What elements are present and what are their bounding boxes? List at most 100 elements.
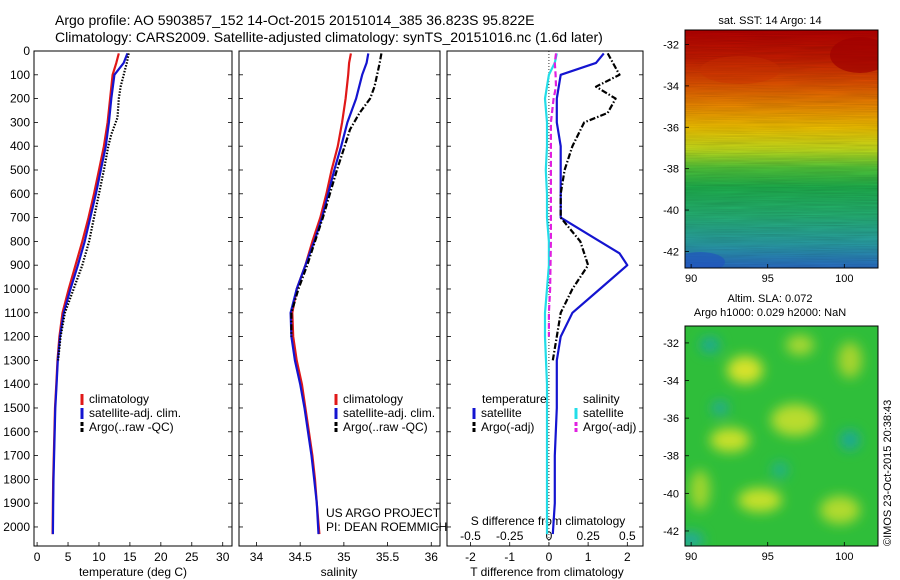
map-y-tick-label: -42 bbox=[663, 526, 679, 538]
depth-tick-label: 1700 bbox=[3, 449, 30, 463]
x-tick-label: 10 bbox=[92, 550, 106, 564]
x-tick-label: 0 bbox=[546, 550, 553, 564]
header-line-2: Climatology: CARS2009. Satellite-adjuste… bbox=[55, 29, 603, 45]
difference-s-ticks: -0.5 -0.25 0 0.25 0.5 bbox=[460, 529, 636, 543]
map-x-tick-label: 90 bbox=[685, 551, 697, 563]
difference-xlabel: T difference from climatology bbox=[470, 565, 624, 579]
sst-frame bbox=[684, 29, 879, 269]
legend-salinity-title: salinity bbox=[583, 392, 620, 406]
temperature-legend: climatology satellite-adj. clim. Argo(..… bbox=[80, 392, 181, 434]
map-x-tick-label: 100 bbox=[835, 551, 853, 563]
difference-series bbox=[543, 52, 629, 535]
series-line bbox=[57, 53, 130, 361]
x2-tick-label: 0.25 bbox=[576, 529, 600, 543]
legend-satellite: satellite-adj. clim. bbox=[89, 406, 181, 420]
x-tick-label: 5 bbox=[65, 550, 72, 564]
sst-title: sat. SST: 14 Argo: 14 bbox=[718, 15, 821, 27]
map-y-tick-label: -34 bbox=[663, 376, 679, 388]
depth-tick-label: 1000 bbox=[3, 282, 30, 296]
map-y-tick-label: -36 bbox=[663, 413, 679, 425]
temperature-x-ticks: 0 5 10 15 20 25 30 bbox=[34, 550, 230, 564]
map-y-tick-label: -42 bbox=[663, 246, 679, 258]
x-tick-label: 34.5 bbox=[288, 550, 312, 564]
depth-tick-label: 0 bbox=[23, 44, 30, 58]
difference-legend: temperature salinity satellite Argo(-adj… bbox=[472, 392, 636, 434]
legend-t-argo: Argo(-adj) bbox=[481, 420, 534, 434]
pi-annotation: PI: DEAN ROEMMICH bbox=[326, 520, 447, 534]
x-tick-label: 35 bbox=[337, 550, 351, 564]
depth-tick-label: 2000 bbox=[3, 520, 30, 534]
x-tick-label: 30 bbox=[216, 550, 230, 564]
sst-axis: -32 -34 -36 -38 -40 -42 90 95 100 bbox=[663, 39, 853, 285]
header-line-1: Argo profile: AO 5903857_152 14-Oct-2015… bbox=[55, 12, 535, 28]
project-annotation: US ARGO PROJECT bbox=[326, 506, 441, 520]
sla-frame bbox=[684, 325, 879, 547]
sst-map bbox=[685, 30, 878, 268]
series-line bbox=[551, 52, 629, 535]
x2-tick-label: -0.5 bbox=[460, 529, 481, 543]
legend-t-satellite: satellite bbox=[481, 406, 522, 420]
depth-tick-label: 100 bbox=[10, 68, 30, 82]
series-line bbox=[543, 53, 558, 535]
difference-x-ticks: -2 -1 0 1 2 bbox=[465, 550, 631, 564]
map-y-tick-label: -32 bbox=[663, 39, 679, 51]
x2-tick-label: 0 bbox=[546, 529, 553, 543]
map-y-tick-label: -36 bbox=[663, 122, 679, 134]
x-tick-label: 20 bbox=[154, 550, 168, 564]
legend-argo: Argo(..raw -QC) bbox=[89, 420, 174, 434]
depth-tick-label: 400 bbox=[10, 139, 30, 153]
legend-s-argo: Argo(-adj) bbox=[583, 420, 636, 434]
sla-title-2: Argo h1000: 0.029 h2000: NaN bbox=[694, 307, 846, 319]
legend-climatology: climatology bbox=[89, 392, 149, 406]
map-x-tick-label: 90 bbox=[685, 273, 697, 285]
salinity-xlabel: salinity bbox=[321, 565, 358, 579]
x-tick-label: 1 bbox=[585, 550, 592, 564]
depth-tick-label: 1800 bbox=[3, 472, 30, 486]
x-tick-label: 2 bbox=[624, 550, 631, 564]
x-tick-label: 15 bbox=[123, 550, 137, 564]
map-x-tick-label: 95 bbox=[762, 273, 774, 285]
depth-tick-label: 600 bbox=[10, 187, 30, 201]
legend-argo: Argo(..raw -QC) bbox=[343, 420, 428, 434]
depth-tick-label: 1500 bbox=[3, 401, 30, 415]
depth-tick-label: 1900 bbox=[3, 496, 30, 510]
map-y-tick-label: -34 bbox=[663, 81, 679, 93]
depth-tick-label: 1600 bbox=[3, 425, 30, 439]
tick-marks bbox=[34, 50, 643, 546]
difference-panel bbox=[446, 50, 644, 547]
x-tick-label: 0 bbox=[34, 550, 41, 564]
series-line bbox=[547, 53, 558, 337]
map-y-tick-label: -38 bbox=[663, 451, 679, 463]
x2-tick-label: 0.5 bbox=[619, 529, 636, 543]
depth-tick-label: 1400 bbox=[3, 377, 30, 391]
imos-credit: ©IMOS 23-Oct-2015 20:38:43 bbox=[882, 400, 894, 546]
depth-tick-label: 1100 bbox=[4, 306, 30, 320]
x-tick-label: 34 bbox=[250, 550, 264, 564]
series-line bbox=[290, 53, 383, 337]
x-tick-label: 25 bbox=[185, 550, 199, 564]
salinity-series bbox=[289, 53, 383, 535]
series-line bbox=[51, 53, 129, 535]
temperature-xlabel: temperature (deg C) bbox=[79, 565, 187, 579]
map-y-tick-label: -32 bbox=[663, 338, 679, 350]
x-tick-label: 36 bbox=[425, 550, 439, 564]
depth-tick-label: 800 bbox=[10, 234, 30, 248]
x2-tick-label: -0.25 bbox=[496, 529, 524, 543]
salinity-x-ticks: 34 34.5 35 35.5 36 bbox=[250, 550, 438, 564]
map-y-tick-label: -40 bbox=[663, 488, 679, 500]
map-x-tick-label: 95 bbox=[762, 551, 774, 563]
depth-tick-label: 1300 bbox=[3, 353, 30, 367]
sla-title-1: Altim. SLA: 0.072 bbox=[728, 293, 813, 305]
temperature-panel bbox=[33, 50, 233, 547]
depth-axis: 0 100 200 300 400 500 600 700 800 900 1000 1100 1200… bbox=[3, 44, 30, 534]
map-y-tick-label: -40 bbox=[663, 205, 679, 217]
legend-temperature-title: temperature bbox=[482, 392, 547, 406]
map-x-tick-label: 100 bbox=[835, 273, 853, 285]
x-tick-label: -1 bbox=[504, 550, 515, 564]
salinity-legend: climatology satellite-adj. clim. Argo(..… bbox=[326, 392, 447, 534]
sla-axis: -32 -34 -36 -38 -40 -42 90 95 100 bbox=[663, 338, 853, 563]
series-line bbox=[551, 52, 621, 361]
depth-tick-label: 300 bbox=[10, 115, 30, 129]
depth-tick-label: 200 bbox=[10, 92, 30, 106]
